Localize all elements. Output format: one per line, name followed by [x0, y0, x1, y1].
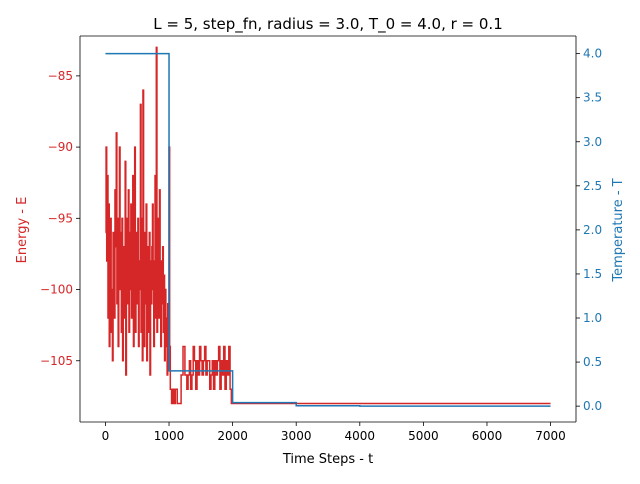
x-tick-label: 3000 — [281, 429, 312, 443]
temperature-line — [105, 52, 551, 407]
energy-line — [105, 46, 551, 405]
y-right-tick-label: 0.5 — [583, 355, 602, 369]
energy-series — [105, 46, 551, 405]
y-left-tick-label: −95 — [48, 211, 73, 225]
temperature-series — [105, 52, 551, 407]
x-tick-label: 5000 — [408, 429, 439, 443]
y-left-tick-label: −85 — [48, 69, 73, 83]
y-axis-right-label: Temperature - T — [611, 178, 626, 282]
x-tick-label: 6000 — [472, 429, 503, 443]
x-tick-label: 4000 — [345, 429, 376, 443]
y-left-tick-label: −105 — [40, 354, 73, 368]
y-right-tick-label: 2.0 — [583, 223, 602, 237]
y-left-tick-label: −100 — [40, 283, 73, 297]
y-right-tick-label: 1.0 — [583, 311, 602, 325]
y-left-tick-label: −90 — [48, 140, 73, 154]
x-axis-label: Time Steps - t — [282, 452, 373, 467]
y-right-tick-label: 4.0 — [583, 47, 602, 61]
chart-title: L = 5, step_fn, radius = 3.0, T_0 = 4.0,… — [153, 15, 503, 34]
x-tick-label: 0 — [102, 429, 110, 443]
ticks: 0 1000 2000 3000 4000 5000 6000 7000 −85 −90 −95 −1… — [40, 47, 602, 443]
y-right-tick-label: 1.5 — [583, 267, 602, 281]
x-tick-label: 7000 — [535, 429, 566, 443]
y-axis-left-label: Energy - E — [15, 197, 30, 264]
y-right-tick-label: 0.0 — [583, 399, 602, 413]
x-tick-label: 2000 — [217, 429, 248, 443]
x-tick-label: 1000 — [154, 429, 185, 443]
y-right-tick-label: 2.5 — [583, 179, 602, 193]
y-right-tick-label: 3.0 — [583, 135, 602, 149]
axes — [79, 35, 577, 423]
y-right-tick-label: 3.5 — [583, 91, 602, 105]
